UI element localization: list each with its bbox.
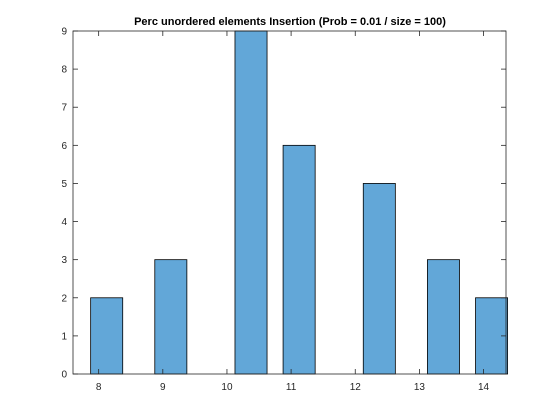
bars-group (91, 31, 508, 374)
y-tick-label: 4 (61, 217, 67, 228)
y-tick-label: 0 (61, 370, 67, 381)
x-tick-label: 11 (286, 382, 297, 393)
x-tick-label: 12 (350, 382, 362, 393)
y-tick-label: 6 (61, 141, 67, 152)
x-tick-label: 8 (96, 382, 102, 393)
x-tick-label: 14 (478, 382, 490, 393)
y-tick-label: 9 (61, 27, 67, 38)
histogram-bar (235, 31, 267, 374)
y-tick-label: 3 (61, 255, 67, 266)
y-tick-label: 8 (61, 65, 67, 76)
x-tick-label: 10 (221, 382, 233, 393)
y-tick-label: 1 (61, 331, 67, 342)
y-tick-label: 5 (61, 179, 67, 190)
x-tick-label: 13 (414, 382, 426, 393)
x-tick-label: 9 (160, 382, 166, 393)
chart-title: Perc unordered elements Insertion (Prob … (134, 16, 446, 28)
histogram-bar (155, 260, 187, 374)
histogram-bar (363, 183, 395, 374)
y-tick-label: 7 (61, 103, 67, 114)
histogram-bar (283, 145, 315, 374)
histogram-bar (427, 260, 459, 374)
y-tick-label: 2 (61, 293, 67, 304)
histogram-bar (91, 298, 123, 374)
